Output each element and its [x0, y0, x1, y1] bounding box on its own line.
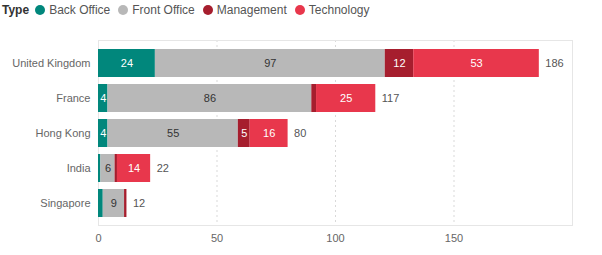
- html-text:Back Office: Back Office: [49, 3, 111, 17]
- svg-text:France: France: [56, 92, 90, 104]
- svg-text:24: 24: [121, 57, 133, 69]
- svg-text:0: 0: [95, 232, 101, 244]
- svg-text:55: 55: [167, 127, 179, 139]
- html-text:Management: Management: [216, 3, 287, 17]
- svg-text:100: 100: [326, 232, 344, 244]
- svg-text:86: 86: [204, 92, 216, 104]
- svg-text:16: 16: [263, 127, 275, 139]
- svg-text:United Kingdom: United Kingdom: [12, 57, 90, 69]
- svg-text:22: 22: [157, 162, 169, 174]
- svg-text:53: 53: [470, 57, 482, 69]
- svg-text:9: 9: [111, 197, 117, 209]
- svg-text:80: 80: [294, 127, 306, 139]
- svg-text:India: India: [67, 162, 92, 174]
- svg-text:150: 150: [445, 232, 463, 244]
- svg-text:25: 25: [340, 92, 352, 104]
- svg-text:Hong Kong: Hong Kong: [35, 127, 90, 139]
- svg-text:50: 50: [211, 232, 223, 244]
- svg-text:12: 12: [393, 57, 405, 69]
- svg-text:5: 5: [241, 127, 247, 139]
- svg-text:14: 14: [128, 162, 140, 174]
- svg-text:97: 97: [264, 57, 276, 69]
- html-text:Front Office: Front Office: [132, 3, 195, 17]
- html-text:Type: Type: [2, 3, 30, 17]
- svg-text:186: 186: [545, 57, 563, 69]
- svg-text:4: 4: [100, 92, 106, 104]
- svg-text:12: 12: [133, 197, 145, 209]
- svg-text:6: 6: [105, 162, 111, 174]
- svg-text:117: 117: [382, 92, 400, 104]
- svg-text:Singapore: Singapore: [40, 197, 90, 209]
- svg-text:4: 4: [100, 127, 106, 139]
- html-text:Technology: Technology: [308, 3, 370, 17]
